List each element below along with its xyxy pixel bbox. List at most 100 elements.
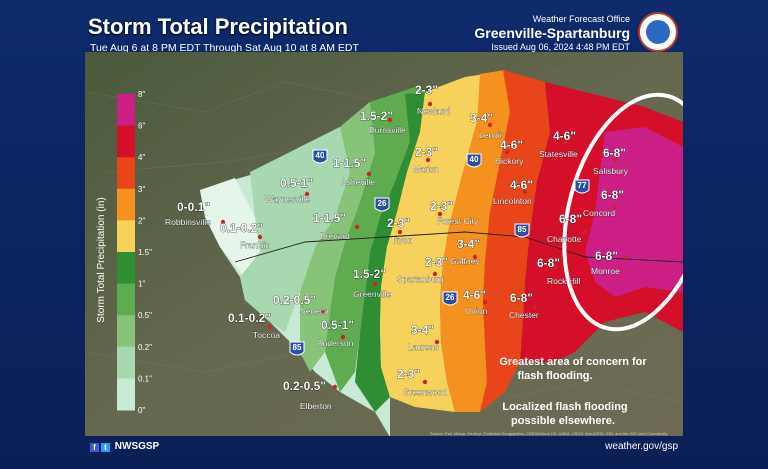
svg-text:Franklin: Franklin bbox=[240, 240, 271, 250]
map-source: Source: Esri, Maxar, GeoEye, Earthstar G… bbox=[430, 431, 668, 436]
svg-text:26: 26 bbox=[378, 199, 387, 208]
valid-period: Tue Aug 6 at 8 PM EDT Through Sat Aug 10… bbox=[90, 42, 359, 54]
city-toccoa: Toccoa bbox=[253, 324, 280, 340]
zone-0-5 bbox=[300, 98, 385, 372]
svg-text:Gaffney: Gaffney bbox=[450, 256, 480, 266]
office-url[interactable]: weather.gov/gsp bbox=[605, 441, 678, 452]
svg-text:Charlotte: Charlotte bbox=[547, 234, 582, 244]
zone-label: 4-6" bbox=[510, 178, 533, 192]
zone-label: 0.1-0.2" bbox=[220, 221, 263, 235]
svg-text:85: 85 bbox=[518, 225, 527, 234]
twitter-icon: t bbox=[101, 443, 110, 452]
city-lincolnton: Lincolnton bbox=[493, 189, 532, 206]
city-tryon: Tryon bbox=[391, 229, 413, 245]
city-charlotte: Charlotte bbox=[547, 229, 588, 244]
social-handle-text: NWSGSP bbox=[114, 441, 160, 452]
zone-4 bbox=[480, 70, 550, 412]
city-statesville: Statesville bbox=[539, 139, 578, 159]
svg-text:40: 40 bbox=[470, 155, 479, 164]
legend-swatch bbox=[117, 315, 135, 348]
city-union: Union bbox=[465, 299, 488, 316]
zone-0-0 bbox=[200, 178, 260, 277]
city-hickory: Hickory bbox=[495, 149, 524, 166]
zone-8 bbox=[585, 127, 683, 297]
svg-text:85: 85 bbox=[293, 343, 302, 352]
zone-labels: 0-0.1" 0.1-0.2" 0.2-0.5" 0.1-0.2" 0.5-1"… bbox=[177, 83, 627, 394]
zone-label: 6-8" bbox=[595, 249, 618, 263]
svg-text:Robbinsville: Robbinsville bbox=[165, 217, 211, 227]
legend-swatch bbox=[117, 283, 135, 316]
city-lenoir: Lenoir bbox=[479, 122, 503, 140]
zone-1-5 bbox=[355, 92, 430, 412]
office-name: Greenville-Spartanburg bbox=[474, 25, 630, 41]
zone-label: 0.1-0.2" bbox=[228, 311, 271, 325]
zone-label: 2-3" bbox=[425, 255, 448, 269]
zone-label: 4-6" bbox=[463, 288, 486, 302]
svg-text:Newland: Newland bbox=[417, 106, 450, 116]
city-gaffney: Gaffney bbox=[450, 254, 481, 266]
interstate-shield-40: 40 bbox=[466, 153, 482, 168]
city-seneca: Seneca bbox=[300, 306, 330, 316]
zone-label: 1.5-2" bbox=[353, 267, 386, 281]
svg-text:Tryon: Tryon bbox=[391, 235, 413, 245]
svg-text:Lenoir: Lenoir bbox=[479, 130, 503, 140]
zone-1 bbox=[325, 87, 430, 392]
city-franklin: Franklin bbox=[240, 234, 271, 250]
zone-label: 1.5-2" bbox=[360, 109, 393, 123]
city-monroe: Monroe bbox=[591, 254, 628, 276]
legend-tick: 1.5" bbox=[138, 248, 152, 257]
interstate-shield-26: 26 bbox=[374, 197, 390, 212]
legend-tick: 2" bbox=[138, 216, 145, 225]
svg-text:Spartanburg: Spartanburg bbox=[397, 274, 444, 284]
city-waynesville: Waynesville bbox=[265, 191, 311, 204]
map-svg: 40 40 26 26 77 85 85 Robbinsville Frankl… bbox=[85, 52, 683, 436]
svg-text:Seneca: Seneca bbox=[300, 306, 329, 316]
legend-tick: 0.5" bbox=[138, 311, 152, 320]
legend-swatch bbox=[117, 188, 135, 221]
zone-label: 6-8" bbox=[559, 212, 582, 226]
zone-label: 3-4" bbox=[411, 323, 434, 337]
zone-label: 0.5-1" bbox=[321, 318, 354, 332]
zone-label: 6-8" bbox=[603, 146, 626, 160]
city-marion: Marion bbox=[413, 157, 439, 174]
precip-zones bbox=[200, 70, 683, 436]
city-salisbury: Salisbury bbox=[593, 157, 629, 176]
state-border bbox=[234, 231, 683, 263]
interstate-shield-77: 77 bbox=[574, 179, 590, 194]
legend-swatch bbox=[117, 252, 135, 285]
city-laurens: Laurens bbox=[408, 339, 440, 352]
zone-label: 2-3" bbox=[397, 367, 420, 381]
legend-tick: 6" bbox=[138, 122, 145, 131]
svg-text:Concord: Concord bbox=[583, 208, 615, 218]
zone-label: 0-0.1" bbox=[177, 200, 210, 214]
svg-text:Greenwood: Greenwood bbox=[403, 387, 447, 397]
svg-text:Statesville: Statesville bbox=[539, 149, 578, 159]
svg-text:Monroe: Monroe bbox=[591, 266, 620, 276]
zone-0-2 bbox=[240, 122, 355, 332]
svg-text:Asheville: Asheville bbox=[341, 177, 375, 187]
legend-tick: 1" bbox=[138, 280, 145, 289]
zone-label: 6-8" bbox=[537, 256, 560, 270]
nws-logo-icon bbox=[638, 12, 678, 52]
interstate-shields: 40 40 26 26 77 85 85 bbox=[289, 149, 590, 356]
precipitation-map: 40 40 26 26 77 85 85 Robbinsville Frankl… bbox=[85, 52, 683, 436]
svg-text:Forest City: Forest City bbox=[437, 216, 479, 226]
svg-text:Toccoa: Toccoa bbox=[253, 330, 280, 340]
svg-text:Rock Hill: Rock Hill bbox=[547, 276, 581, 286]
concern-note-line1: Greatest area of concern for bbox=[499, 356, 647, 368]
interstate-shield-85: 85 bbox=[289, 341, 305, 356]
svg-text:Anderson: Anderson bbox=[317, 338, 354, 348]
legend-tick: 0.2" bbox=[138, 343, 152, 352]
city-newland: Newland bbox=[417, 101, 451, 116]
svg-text:Burnsville: Burnsville bbox=[369, 125, 406, 135]
facebook-icon: f bbox=[90, 443, 99, 452]
city-burnsville: Burnsville bbox=[369, 117, 406, 135]
legend-title: Storm Total Precipitation (in) bbox=[96, 197, 107, 322]
interstate-shield-85: 85 bbox=[514, 223, 530, 238]
city-elberton: Elberton bbox=[300, 384, 338, 411]
local-note-line2: possible elsewhere. bbox=[511, 415, 615, 427]
zone-label: 2-3" bbox=[415, 83, 438, 97]
zone-label: 1-1.5" bbox=[313, 211, 346, 225]
